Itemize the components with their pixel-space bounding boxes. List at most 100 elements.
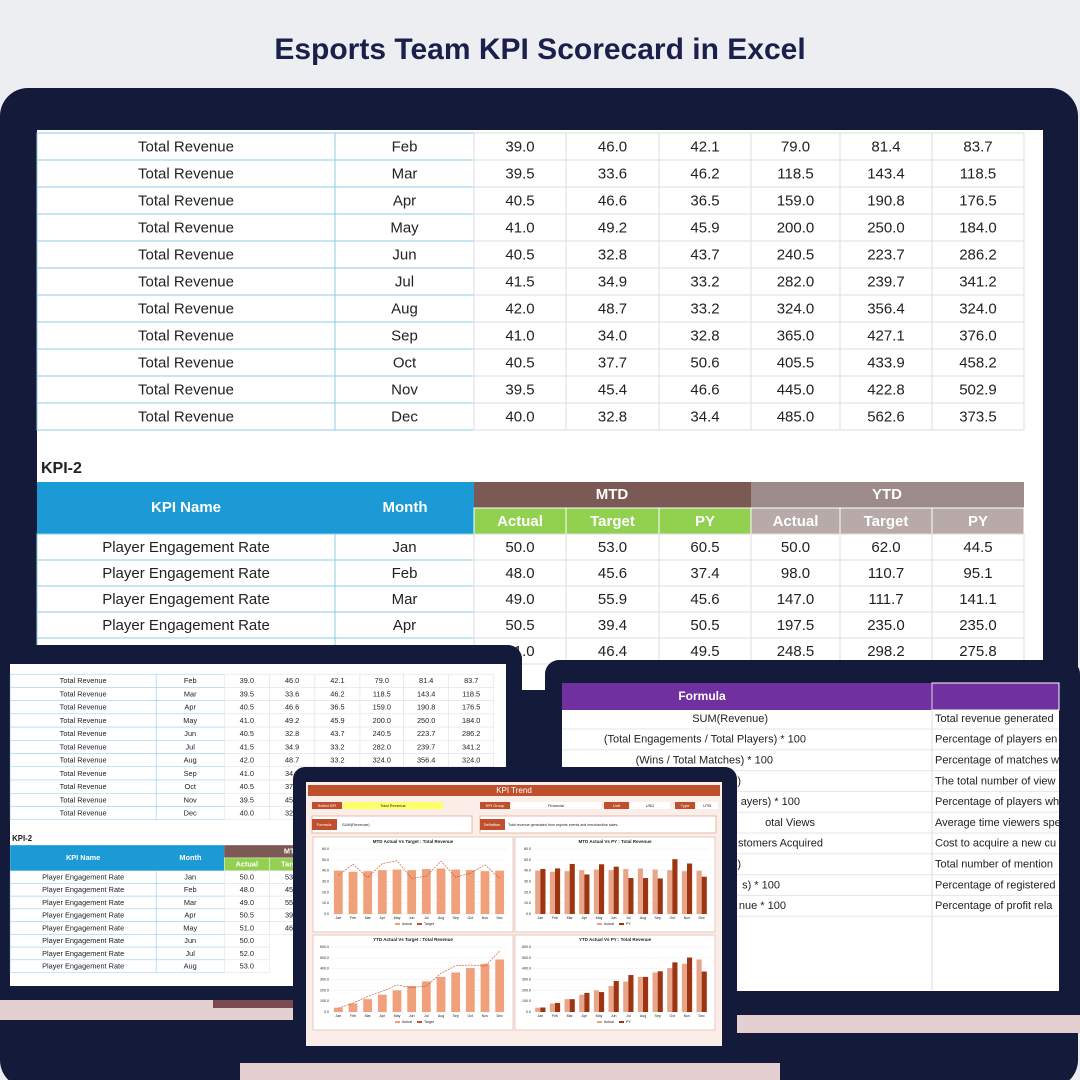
cell-text: Jul <box>186 742 196 751</box>
cell-text: 40.5 <box>240 782 254 791</box>
filter-box <box>604 802 629 809</box>
cell-text: 159.0 <box>777 192 815 209</box>
cell-text: 184.0 <box>462 716 480 725</box>
cell <box>36 186 336 215</box>
cell-text: Mar <box>567 1014 574 1018</box>
cell-text: Total Revenue <box>138 192 234 209</box>
bar <box>564 871 570 914</box>
cell-text: 33.2 <box>330 742 344 751</box>
header-cell <box>839 507 933 535</box>
filter-box <box>675 802 695 809</box>
cell-text: 190.8 <box>867 192 905 209</box>
bar <box>599 864 605 914</box>
cell-text: Total Revenue <box>60 742 107 751</box>
cell-text: 0.0 <box>526 1010 531 1014</box>
cell-text: Player Engagement Rate <box>42 872 124 881</box>
cell <box>931 294 1025 323</box>
cell <box>565 402 660 431</box>
cell-text: USD <box>646 803 655 808</box>
cell-text: 100.0 <box>522 999 531 1003</box>
cell-text: Jun <box>392 246 416 263</box>
cell-text: Select KPI <box>318 803 337 808</box>
cell <box>473 375 567 404</box>
cell-text: 0.0 <box>324 912 329 916</box>
cell-text: 49.2 <box>285 716 299 725</box>
cell-text: 282.0 <box>777 273 815 290</box>
cell-text: Jun <box>184 729 196 738</box>
cell <box>473 611 567 639</box>
bar <box>480 963 490 1012</box>
bar <box>555 1002 561 1012</box>
cell-text: ) <box>737 775 741 787</box>
cell-text: KPI Trend <box>496 786 532 795</box>
cell-text: 20.0 <box>322 890 329 894</box>
cell-text: 33.2 <box>690 273 719 290</box>
cell-text: Total Revenue <box>138 408 234 425</box>
cell-text: 32.8 <box>285 729 299 738</box>
cell-text: Actual <box>497 513 543 530</box>
bar <box>687 957 693 1012</box>
cell-text: Jul <box>626 916 631 920</box>
cell-text: Total Revenue <box>138 246 234 263</box>
cell-text: Actual <box>773 513 819 530</box>
cell-text: 53.0 <box>598 539 627 556</box>
cell <box>931 132 1025 161</box>
legend-swatch <box>395 923 400 925</box>
cell-text: Oct <box>393 354 417 371</box>
cell-text: Definition <box>484 822 501 827</box>
cell <box>931 402 1025 431</box>
cell-text: Dec <box>496 916 503 920</box>
cell-text: Total Revenue <box>138 381 234 398</box>
cell-text: 10.0 <box>524 901 531 905</box>
cell-text: 49.0 <box>505 591 534 608</box>
cell <box>36 132 336 161</box>
cell-text: Feb <box>392 565 418 582</box>
cell-text: YTD Actual Vs Target : Total Revenue <box>373 937 453 942</box>
cell-text: May <box>596 916 603 920</box>
cell-text: May <box>183 923 197 932</box>
cell-text: Feb <box>350 1014 356 1018</box>
cell-text: 250.0 <box>417 716 435 725</box>
cell-text: 53.0 <box>240 962 254 971</box>
cell-text: 32.8 <box>690 327 719 344</box>
cell-text: 46.6 <box>285 703 299 712</box>
cell-text: 300.0 <box>522 977 531 981</box>
cell <box>839 611 933 639</box>
cell-text: (Wins / Total Matches) * 100 <box>636 755 773 767</box>
cell <box>36 375 336 404</box>
cell <box>750 294 841 323</box>
cell-text: 143.4 <box>867 165 905 182</box>
cell-text: May <box>596 1014 603 1018</box>
cell-text: Jul <box>424 916 429 920</box>
bar <box>637 868 643 914</box>
cell-text: 42.0 <box>240 756 254 765</box>
cell-text: 81.4 <box>419 676 433 685</box>
legend-swatch <box>597 923 602 925</box>
cell-text: Total Revenue <box>138 354 234 371</box>
cell-text: Total Revenue <box>60 716 107 725</box>
cell-text: Sep <box>654 916 660 920</box>
bar <box>564 999 570 1012</box>
cell-text: Jan <box>392 539 416 556</box>
cell-text: Total number of mention <box>935 859 1053 871</box>
cell-text: 433.9 <box>867 354 905 371</box>
cell-text: Player Engagement Rate <box>102 565 270 582</box>
cell-text: KPI-2 <box>41 460 82 477</box>
cell <box>224 959 270 973</box>
cell <box>931 213 1025 242</box>
cell-text: 240.5 <box>777 246 815 263</box>
cell-text: Apr <box>184 911 196 920</box>
cell-text: 49.0 <box>240 898 254 907</box>
cell-text: 41.5 <box>240 742 254 751</box>
cell-text: 81.4 <box>871 138 900 155</box>
cell-text: 45.4 <box>285 795 299 804</box>
cell-text: Feb <box>184 676 197 685</box>
cell-text: ayers) * 100 <box>741 796 800 808</box>
cell <box>839 559 933 587</box>
cell-text: 39.0 <box>505 138 534 155</box>
target-line <box>338 950 500 1009</box>
cell-text: 250.0 <box>867 219 905 236</box>
cell-text: 39.0 <box>240 676 254 685</box>
cell-text: Nov <box>482 916 489 920</box>
label-box <box>312 819 337 830</box>
